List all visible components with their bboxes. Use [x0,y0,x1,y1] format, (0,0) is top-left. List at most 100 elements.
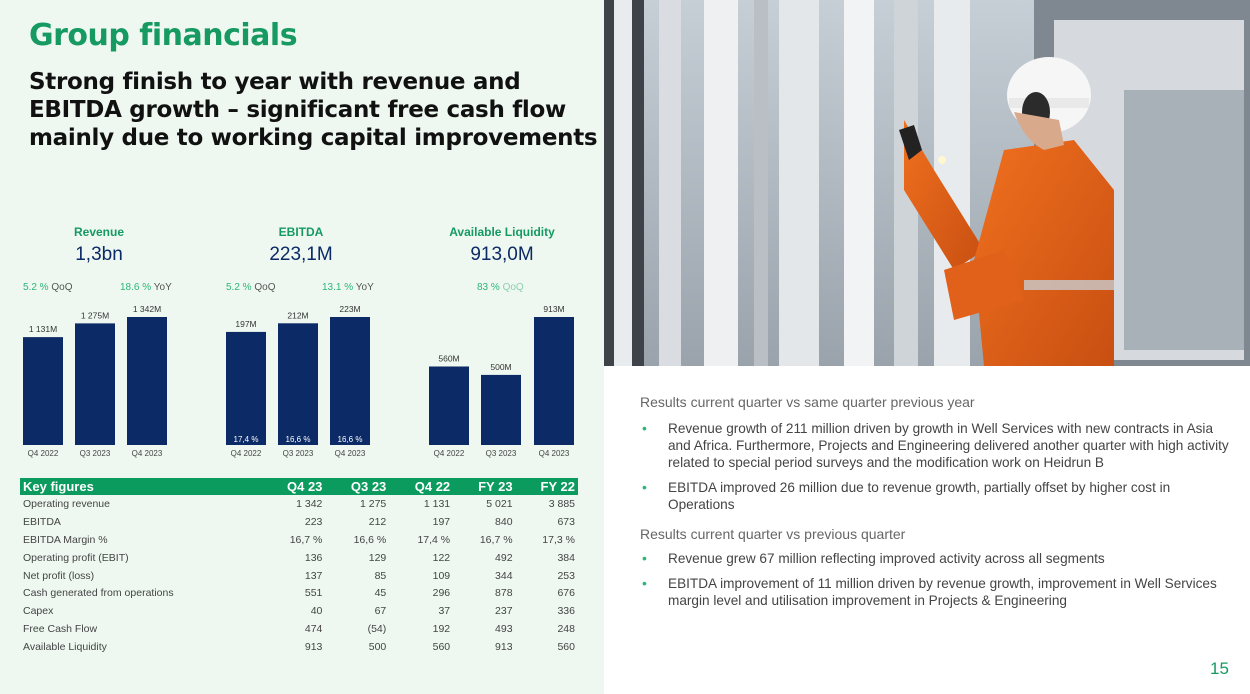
chart-headline: 223,1M [269,244,333,265]
liquidity-bars: 560M Q4 2022 500M Q3 2023 913M Q4 2023 [429,304,574,458]
key-figures-table: Key figures Q4 23 Q3 23 Q4 22 FY 23 FY 22 Ope… [20,478,578,656]
table-cell: Operating revenue [23,497,110,510]
chart-delta-qoq: 5.2 % QoQ [23,282,72,293]
table-row: Available Liquidity 913 500 560 913 560 [20,638,578,656]
table-row: Net profit (loss) 137 85 109 344 253 [20,567,578,585]
data-label: 913M [543,304,564,314]
bullet-icon: • [642,420,647,436]
table-cell: EBITDA [23,515,61,528]
results-qoq-section: Results current quarter vs previous quar… [640,526,1230,609]
table-row: Cash generated from operations 551 45 296 87… [20,584,578,602]
delta-label: QoQ [254,282,276,293]
table-cell: 913 [495,641,513,654]
table-cell: Operating profit (EBIT) [23,551,129,564]
data-label: 1 342M [133,304,161,314]
table-cell: 17,4 % [417,533,451,546]
delta-value: 5.2 % [226,282,252,293]
table-row: Operating revenue 1 342 1 275 1 131 5 021 3 8… [20,495,578,513]
table-row: Capex 40 67 37 237 336 [20,602,578,620]
table-cell: 336 [557,605,575,618]
delta-label: YoY [153,282,172,293]
bullet-text: EBITDA improvement of 11 million driven … [668,576,1217,608]
table-row: EBITDA 223 212 197 840 673 [20,513,578,531]
delta-value: 83 % [477,282,500,293]
offshore-worker-image [604,0,1250,366]
table-cell: Free Cash Flow [23,623,98,636]
table-cell: 5 021 [486,497,513,510]
column-header: Q3 23 [325,478,390,495]
table-cell: 3 885 [548,497,575,510]
tick-label: Q4 2023 [132,449,163,458]
chart-delta-yoy: 13.1 % YoY [322,282,374,293]
column-header: FY 22 [515,478,578,495]
bullet-text: EBITDA improved 26 million due to revenu… [668,480,1171,512]
table-cell: 40 [310,605,323,618]
chart-delta-qoq: 83 % QoQ [477,282,524,293]
table-cell: 493 [495,623,513,636]
results-qoq-heading: Results current quarter vs previous quar… [640,526,906,542]
tick-label: Q4 2022 [231,449,262,458]
chart-delta-yoy: 18.6 % YoY [120,282,172,293]
delta-value: 5.2 % [23,282,49,293]
bullet-text: Revenue growth of 211 million driven by … [668,421,1229,470]
table-cell: 223 [304,515,323,528]
table-cell: 17,3 % [542,533,575,546]
bar [330,317,370,445]
table-cell: 85 [374,569,387,582]
table-cell: 137 [304,569,323,582]
worker-photo [604,0,1250,366]
tick-label: Q4 2023 [539,449,570,458]
bullet-icon: • [642,479,647,495]
data-label: 1 131M [29,324,57,334]
list-item: • Revenue growth of 211 million driven b… [640,420,1230,471]
chart-delta-qoq: 5.2 % QoQ [226,282,275,293]
table-cell: 551 [304,587,323,600]
bar [75,323,115,445]
bar [23,337,63,445]
tick-label: Q4 2022 [434,449,465,458]
bar [127,317,167,445]
table-cell: 248 [557,623,575,636]
table-cell: 344 [495,569,513,582]
table-cell: 673 [557,515,575,528]
bullet-icon: • [642,550,647,566]
ebitda-bars: 197M Q4 2022 17,4 % 212M Q3 2023 16,6 % 223M Q4… [226,304,370,458]
table-row: Free Cash Flow 474 (54) 192 493 248 [20,620,578,638]
tick-label: Q4 2023 [335,449,366,458]
bar [481,374,521,445]
table-cell: 109 [432,569,451,582]
table-header-row: Key figures Q4 23 Q3 23 Q4 22 FY 23 FY 22 [20,478,578,495]
results-yoy-section: Results current quarter vs same quarter … [640,394,1230,513]
column-header: Q4 22 [389,478,454,495]
table-cell: EBITDA Margin % [23,533,108,546]
data-label: 560M [438,353,459,363]
list-item: • EBITDA improvement of 11 million drive… [640,575,1230,609]
column-header: Q4 23 [261,478,326,495]
table-cell: (54) [367,623,387,636]
table-cell: 253 [557,569,575,582]
bar [429,366,469,445]
table-cell: 122 [432,551,451,564]
table-cell: 878 [495,587,513,600]
table-body: Operating revenue 1 342 1 275 1 131 5 021 3 8… [20,495,578,656]
liquidity-chart: Available Liquidity 913,0M 83 % QoQ 560M… [422,220,582,465]
table-cell: Available Liquidity [23,641,107,654]
table-cell: 197 [432,515,451,528]
table-cell: 1 342 [296,497,323,510]
page-title: Group financials [29,18,298,53]
bar [226,331,266,445]
table-cell: Net profit (loss) [23,569,95,582]
delta-label: QoQ [502,282,524,293]
table-row: EBITDA Margin % 16,7 % 16,6 % 17,4 % 16,7 % 1… [20,531,578,549]
table-cell: 296 [432,587,451,600]
table-cell: 45 [374,587,387,600]
table-cell: 136 [304,551,323,564]
table-cell: 192 [432,623,451,636]
bar [534,317,574,445]
tick-label: Q3 2023 [80,449,111,458]
table-cell: 212 [368,515,387,528]
table-cell: Capex [23,605,54,618]
table-cell: 840 [495,515,513,528]
column-header: Key figures [20,478,262,495]
table-row: Operating profit (EBIT) 136 129 122 492 384 [20,549,578,567]
